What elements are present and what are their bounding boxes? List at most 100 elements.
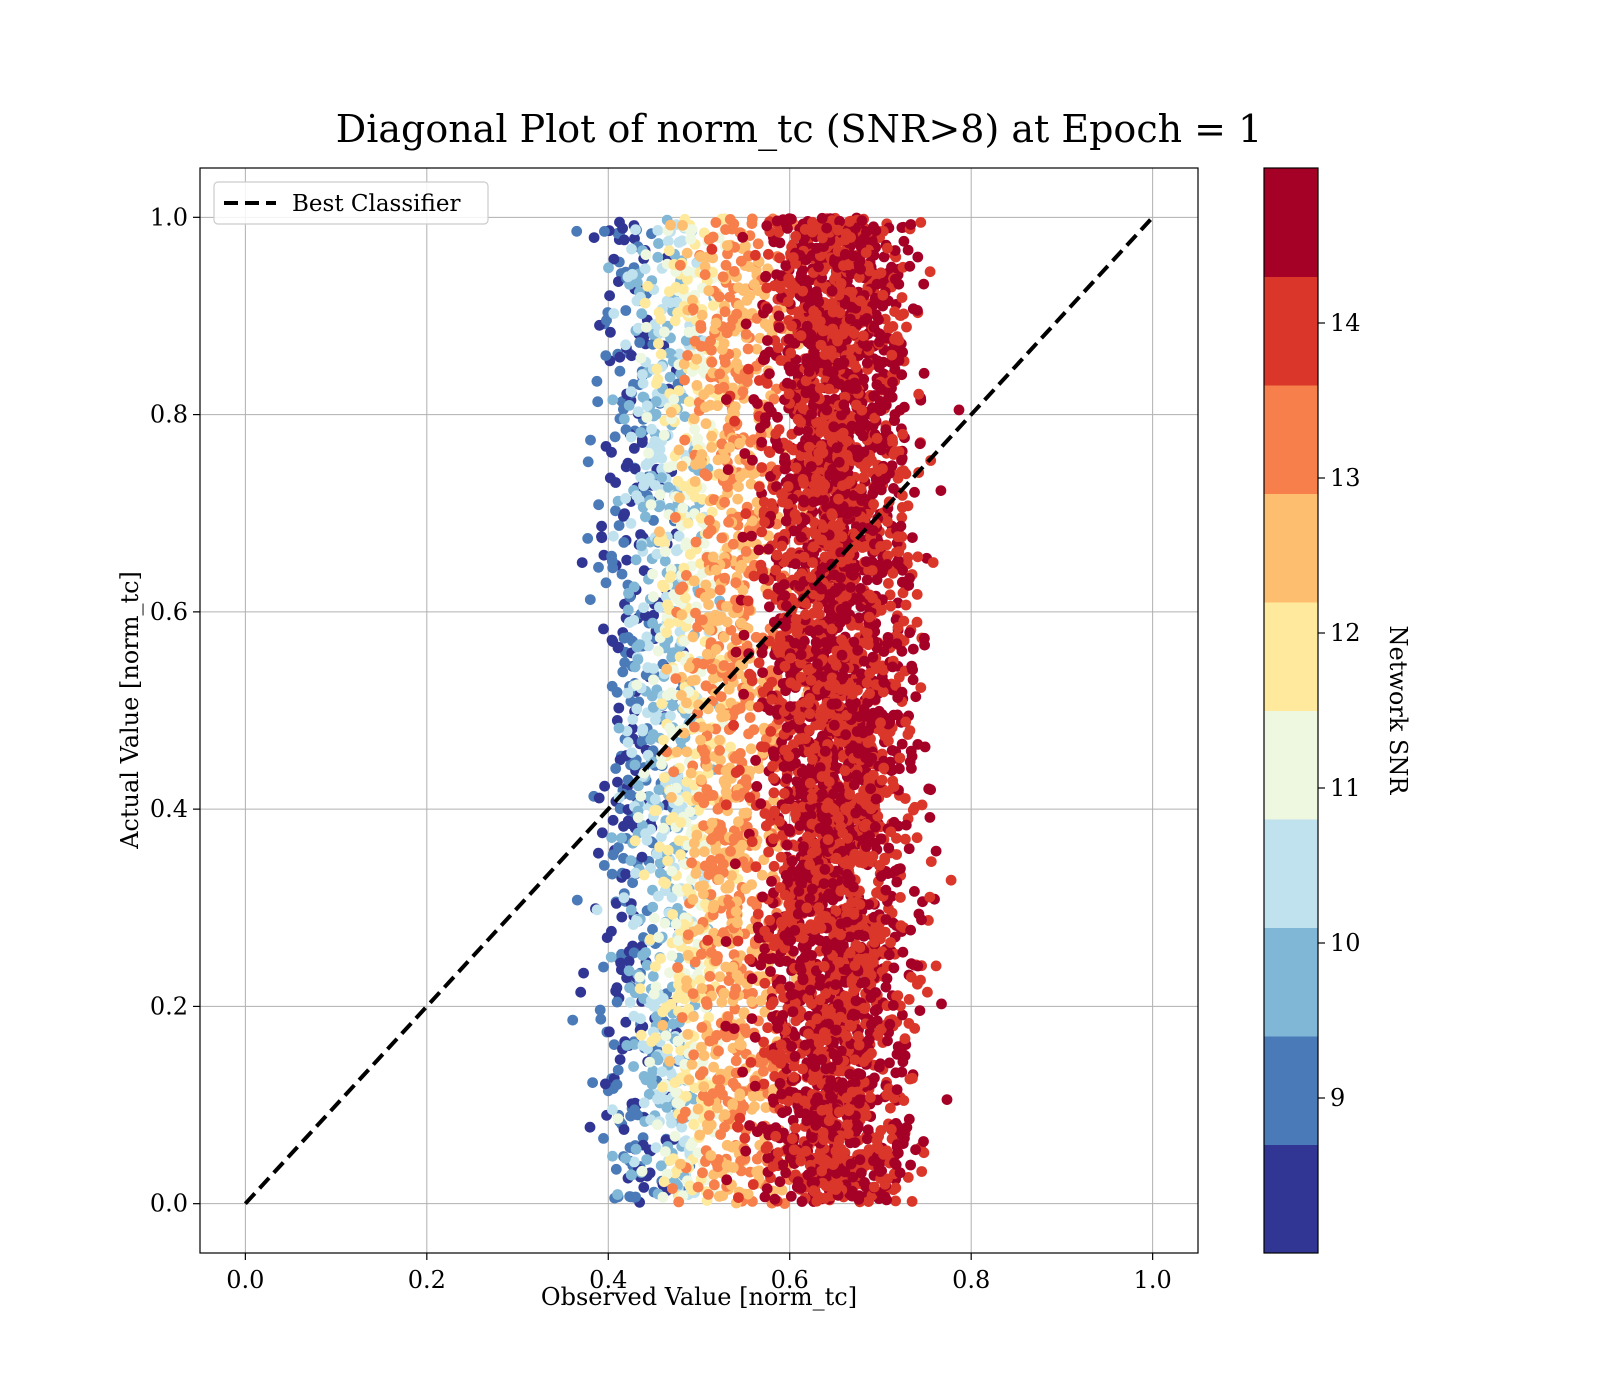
scatter-point — [706, 430, 718, 442]
scatter-point — [681, 883, 693, 895]
scatter-point — [605, 951, 617, 963]
scatter-point — [672, 962, 683, 973]
scatter-point — [614, 365, 626, 377]
scatter-point — [687, 303, 699, 315]
scatter-point — [653, 645, 664, 657]
scatter-point — [656, 472, 667, 483]
scatter-point — [637, 820, 648, 831]
scatter-point — [634, 337, 646, 348]
scatter-point — [582, 533, 594, 544]
scatter-point — [613, 722, 625, 734]
scatter-point — [733, 481, 744, 493]
scatter-point — [646, 423, 657, 435]
scatter-point — [674, 259, 686, 271]
scatter-point — [614, 803, 626, 815]
scatter-point — [737, 839, 748, 851]
scatter-point — [607, 1150, 618, 1162]
scatter-point — [710, 723, 722, 735]
scatter-point — [575, 986, 587, 998]
scatter-point — [639, 297, 651, 309]
scatter-point — [645, 862, 656, 874]
scatter-point — [641, 412, 653, 423]
scatter-point — [733, 300, 745, 311]
scatter-point — [746, 996, 758, 1007]
scatter-point — [717, 271, 729, 283]
scatter-point — [695, 512, 707, 524]
scatter-point — [680, 1106, 691, 1118]
scatter-point — [679, 434, 691, 446]
scatter-point — [953, 404, 965, 416]
scatter-point — [652, 225, 664, 236]
scatter-point — [730, 1055, 742, 1067]
scatter-point — [616, 568, 628, 580]
scatter-point — [588, 232, 600, 244]
scatter-point — [637, 723, 649, 735]
scatter-point — [610, 505, 621, 517]
scatter-point — [605, 326, 616, 338]
scatter-point — [657, 1081, 668, 1093]
scatter-point — [716, 344, 728, 355]
scatter-point — [666, 1117, 677, 1129]
scatter-point — [752, 238, 764, 250]
scatter-point — [727, 1098, 739, 1110]
scatter-point — [730, 751, 742, 762]
scatter-point — [661, 1102, 673, 1113]
scatter-point — [576, 557, 588, 568]
scatter-point — [735, 255, 747, 267]
scatter-point — [750, 861, 762, 873]
scatter-point — [735, 617, 747, 629]
scatter-point — [700, 680, 712, 692]
scatter-point — [689, 491, 701, 503]
scatter-point — [623, 587, 634, 599]
scatter-point — [756, 869, 768, 881]
scatter-point — [614, 1054, 626, 1065]
scatter-point — [664, 967, 675, 978]
scatter-point — [734, 437, 746, 449]
scatter-point — [625, 904, 637, 916]
scatter-point — [622, 457, 634, 469]
scatter-point — [665, 998, 677, 1010]
scatter-point — [682, 929, 694, 941]
scatter-point — [890, 1182, 902, 1194]
scatter-point — [582, 456, 594, 468]
scatter-point — [683, 661, 695, 673]
scatter-point — [654, 526, 665, 538]
scatter-point — [663, 245, 675, 257]
scatter-point — [646, 690, 658, 702]
scatter-point — [701, 470, 713, 482]
scatter-point — [687, 988, 699, 999]
scatter-point — [638, 1182, 650, 1193]
scatter-point — [637, 949, 648, 961]
scatter-point — [679, 411, 691, 422]
scatter-point — [737, 531, 749, 543]
scatter-point — [911, 589, 923, 600]
scatter-point — [699, 269, 711, 281]
scatter-point — [742, 343, 754, 355]
scatter-point — [598, 860, 610, 871]
scatter-point — [620, 1152, 631, 1164]
scatter-point — [907, 674, 919, 686]
scatter-point — [611, 1079, 623, 1090]
scatter-point — [909, 486, 920, 498]
scatter-point — [703, 285, 715, 297]
scatter-point — [655, 313, 667, 325]
scatter-point — [728, 719, 739, 731]
scatter-point — [634, 639, 646, 650]
scatter-point — [706, 344, 717, 356]
scatter-point — [593, 847, 604, 859]
scatter-point — [656, 698, 668, 709]
scatter-point — [775, 1057, 786, 1069]
scatter-point — [706, 506, 718, 518]
scatter-point — [640, 828, 651, 839]
scatter-point — [689, 721, 700, 733]
scatter-point — [758, 496, 770, 508]
scatter-point — [692, 1147, 704, 1159]
scatter-point — [592, 396, 604, 408]
scatter-point — [625, 431, 637, 443]
scatter-point — [571, 225, 583, 237]
scatter-point — [726, 870, 737, 882]
scatter-point — [738, 629, 750, 641]
scatter-point — [735, 1039, 747, 1051]
scatter-point — [740, 318, 752, 330]
scatter-point — [640, 321, 652, 333]
